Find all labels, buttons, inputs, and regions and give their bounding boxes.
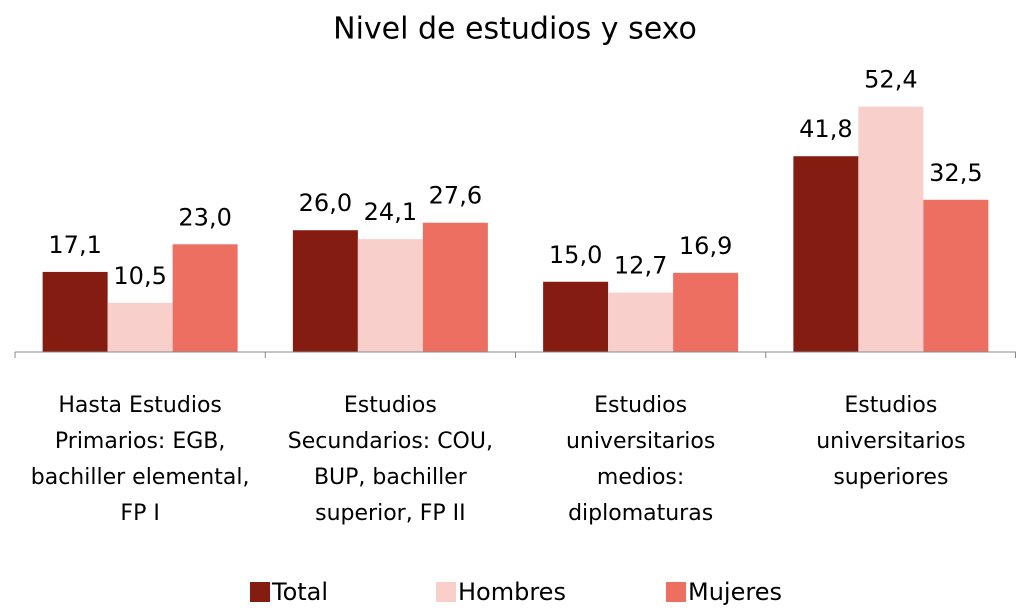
legend-swatch bbox=[250, 582, 270, 602]
value-label: 24,1 bbox=[364, 198, 417, 226]
x-tick-label: Estudios universitarios medios: diplomat… bbox=[565, 393, 716, 526]
value-label: 17,1 bbox=[48, 231, 101, 259]
x-tick-label: Estudios universitarios superiores bbox=[816, 393, 966, 490]
bar bbox=[673, 272, 739, 352]
value-label: 12,7 bbox=[614, 252, 667, 280]
bar bbox=[107, 302, 173, 352]
x-tick-label: Hasta Estudios Primarios: EGB, bachiller… bbox=[30, 393, 250, 526]
bar bbox=[42, 271, 108, 352]
legend-swatch bbox=[436, 582, 456, 602]
bar bbox=[422, 222, 488, 352]
value-label: 27,6 bbox=[429, 182, 482, 210]
bar bbox=[292, 230, 358, 352]
legend-swatch bbox=[666, 582, 686, 602]
bar bbox=[793, 156, 859, 352]
value-label: 32,5 bbox=[929, 159, 982, 187]
value-label: 10,5 bbox=[113, 262, 166, 290]
value-label: 15,0 bbox=[549, 241, 602, 269]
value-label: 52,4 bbox=[864, 66, 917, 94]
value-label: 16,9 bbox=[679, 232, 732, 260]
bar bbox=[858, 106, 924, 353]
legend-label: Total bbox=[271, 578, 328, 606]
x-tick-label: Estudios Secundarios: COU, BUP, bachille… bbox=[287, 393, 493, 526]
bar bbox=[357, 239, 423, 352]
bar bbox=[172, 244, 238, 352]
value-label: 26,0 bbox=[299, 189, 352, 217]
bar bbox=[608, 292, 674, 352]
bar bbox=[923, 199, 989, 352]
legend-label: Hombres bbox=[458, 578, 566, 606]
value-label: 41,8 bbox=[799, 115, 852, 143]
value-label: 23,0 bbox=[178, 203, 231, 231]
bar bbox=[543, 281, 609, 352]
chart-title: Nivel de estudios y sexo bbox=[333, 12, 697, 47]
legend-label: Mujeres bbox=[688, 578, 782, 606]
